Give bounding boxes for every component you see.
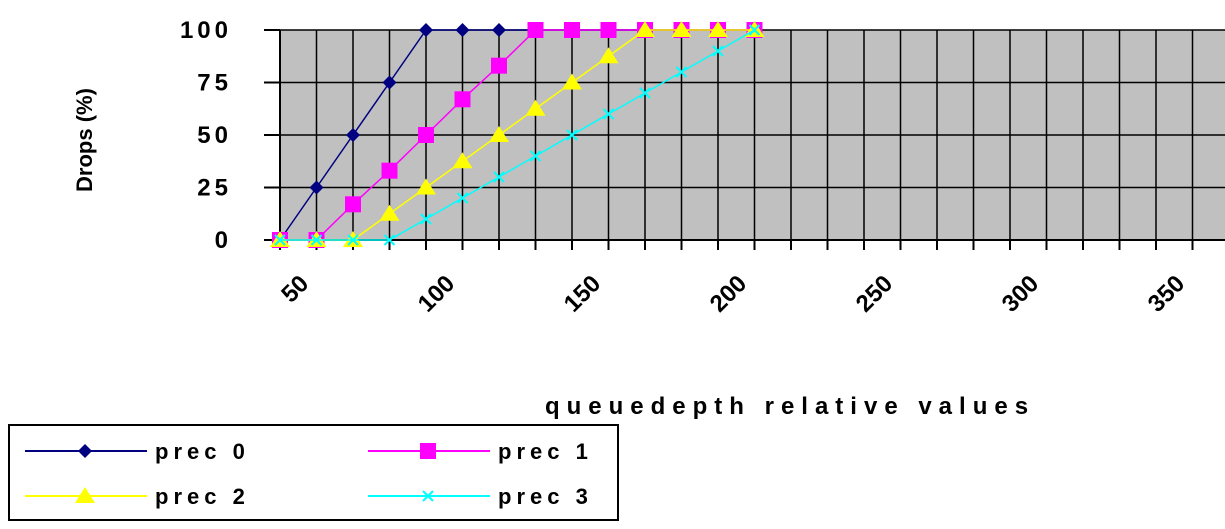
- data-point: [527, 22, 544, 38]
- legend-label: prec 2: [155, 484, 250, 509]
- data-point: [345, 196, 361, 213]
- y-tick-label: 50: [197, 122, 232, 149]
- x-tick-label: 150: [559, 270, 606, 317]
- legend-entry: prec 2: [25, 484, 250, 509]
- data-point: [602, 108, 615, 120]
- data-point: [383, 234, 396, 246]
- data-point: [671, 21, 692, 37]
- data-point: [708, 21, 728, 37]
- legend-marker: [75, 487, 95, 503]
- data-point: [635, 21, 655, 37]
- data-point: [566, 129, 578, 141]
- legend: prec 0 prec 1 prec 2 prec 3: [8, 424, 619, 521]
- x-tick-label: 50: [276, 270, 314, 308]
- legend-label: prec 0: [155, 439, 250, 464]
- data-point: [347, 234, 359, 246]
- plot-area: [280, 29, 1225, 240]
- data-point: [600, 22, 617, 38]
- series-line: [280, 29, 755, 241]
- data-point: [675, 66, 688, 78]
- x-axis-label: queuedepth relative values: [545, 393, 1035, 420]
- y-tick-label: 25: [197, 175, 232, 202]
- data-point: [712, 45, 724, 57]
- data-point: [493, 171, 505, 183]
- data-point: [598, 47, 619, 64]
- data-point: [309, 180, 324, 195]
- x-tick-label: 100: [413, 270, 460, 317]
- data-point: [419, 23, 433, 37]
- y-tick-label: 0: [215, 227, 232, 254]
- legend-entry: prec 1: [368, 439, 593, 464]
- data-point: [310, 234, 323, 246]
- data-point: [420, 213, 432, 225]
- data-point: [382, 75, 397, 90]
- x-tick-label: 200: [705, 270, 752, 317]
- data-point: [455, 23, 470, 37]
- data-point: [416, 178, 436, 195]
- data-point: [454, 91, 471, 108]
- legend-entry: prec 0: [25, 439, 250, 464]
- series-layer: [270, 21, 765, 248]
- data-point: [564, 22, 580, 38]
- y-axis-label: Drops (%): [72, 88, 97, 192]
- data-point: [491, 57, 507, 74]
- legend-label: prec 1: [498, 439, 593, 464]
- data-point: [748, 24, 761, 36]
- data-point: [274, 234, 286, 246]
- legend-marker: [420, 443, 436, 459]
- series-prec-3: [274, 24, 761, 246]
- y-tick-label: 100: [180, 17, 232, 44]
- y-tick-label: 75: [197, 70, 232, 97]
- data-point: [452, 152, 473, 169]
- data-point: [492, 23, 506, 37]
- x-tick-label: 250: [851, 270, 898, 317]
- legend-box: [8, 424, 619, 521]
- data-point: [379, 204, 400, 221]
- data-point: [489, 126, 509, 142]
- x-tick-label: 300: [997, 270, 1044, 317]
- legend-label: prec 3: [498, 484, 593, 509]
- legend-entry: prec 3: [368, 484, 593, 509]
- data-point: [346, 128, 360, 142]
- legend-marker: [422, 490, 434, 502]
- data-point: [562, 73, 582, 90]
- legend-marker: [78, 444, 92, 458]
- data-point: [639, 87, 651, 99]
- data-point: [525, 99, 546, 116]
- x-tick-label: 350: [1143, 270, 1190, 317]
- data-point: [381, 162, 398, 179]
- series-line: [280, 29, 755, 241]
- data-point: [529, 150, 542, 162]
- data-point: [456, 192, 469, 204]
- data-point: [418, 127, 434, 143]
